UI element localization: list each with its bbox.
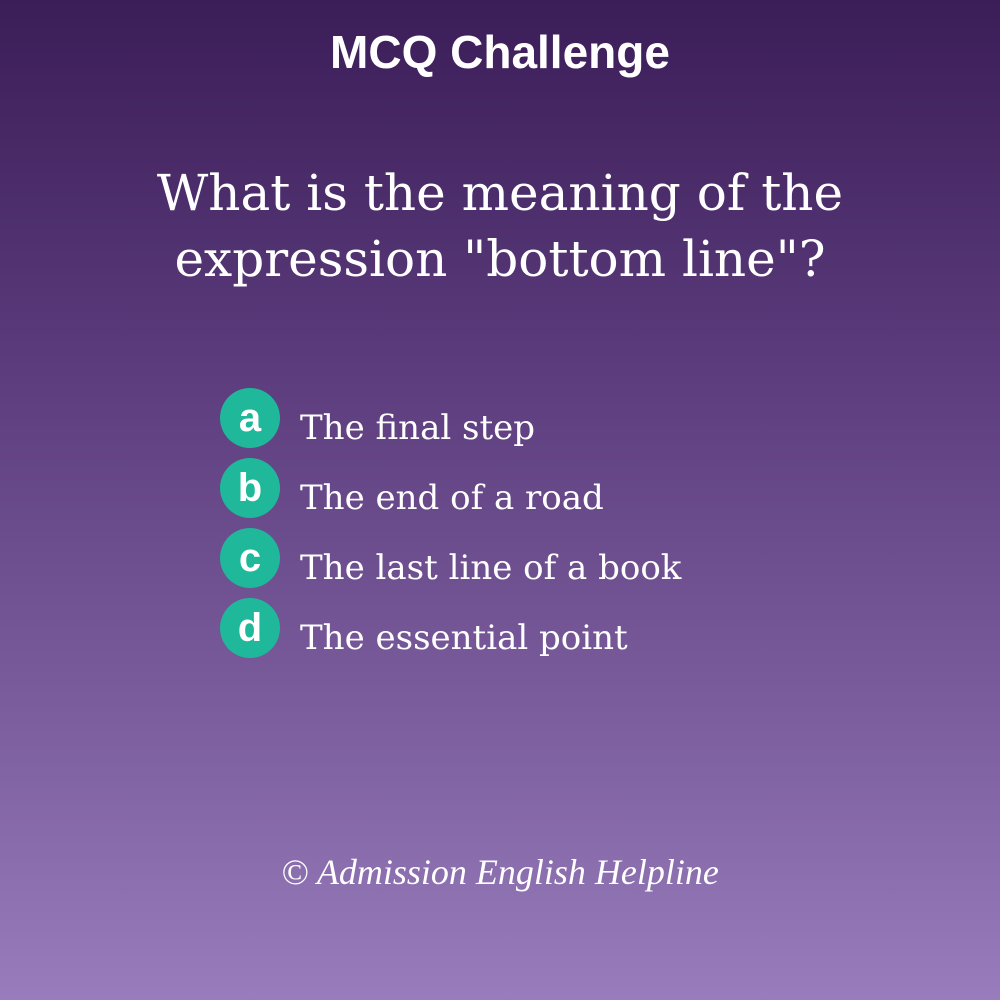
option-b[interactable]: b The end of a road [220, 458, 920, 520]
option-a-badge: a [220, 388, 280, 448]
option-a[interactable]: a The final step [220, 388, 920, 450]
options-list: a The final step b The end of a road c T… [220, 388, 920, 670]
question-text: What is the meaning of the expression "b… [156, 164, 844, 288]
option-c[interactable]: c The last line of a book [220, 528, 920, 590]
option-c-badge: c [220, 528, 280, 588]
option-d-text: The essential point [300, 618, 628, 658]
page-title: MCQ Challenge [330, 26, 670, 78]
option-b-text: The end of a road [300, 478, 604, 518]
option-c-text: The last line of a book [300, 548, 682, 588]
option-d-badge: d [220, 598, 280, 658]
option-a-text: The final step [300, 408, 536, 448]
copyright-footer: © Admission English Helpline [281, 852, 719, 892]
option-b-badge: b [220, 458, 280, 518]
option-d[interactable]: d The essential point [220, 598, 920, 660]
